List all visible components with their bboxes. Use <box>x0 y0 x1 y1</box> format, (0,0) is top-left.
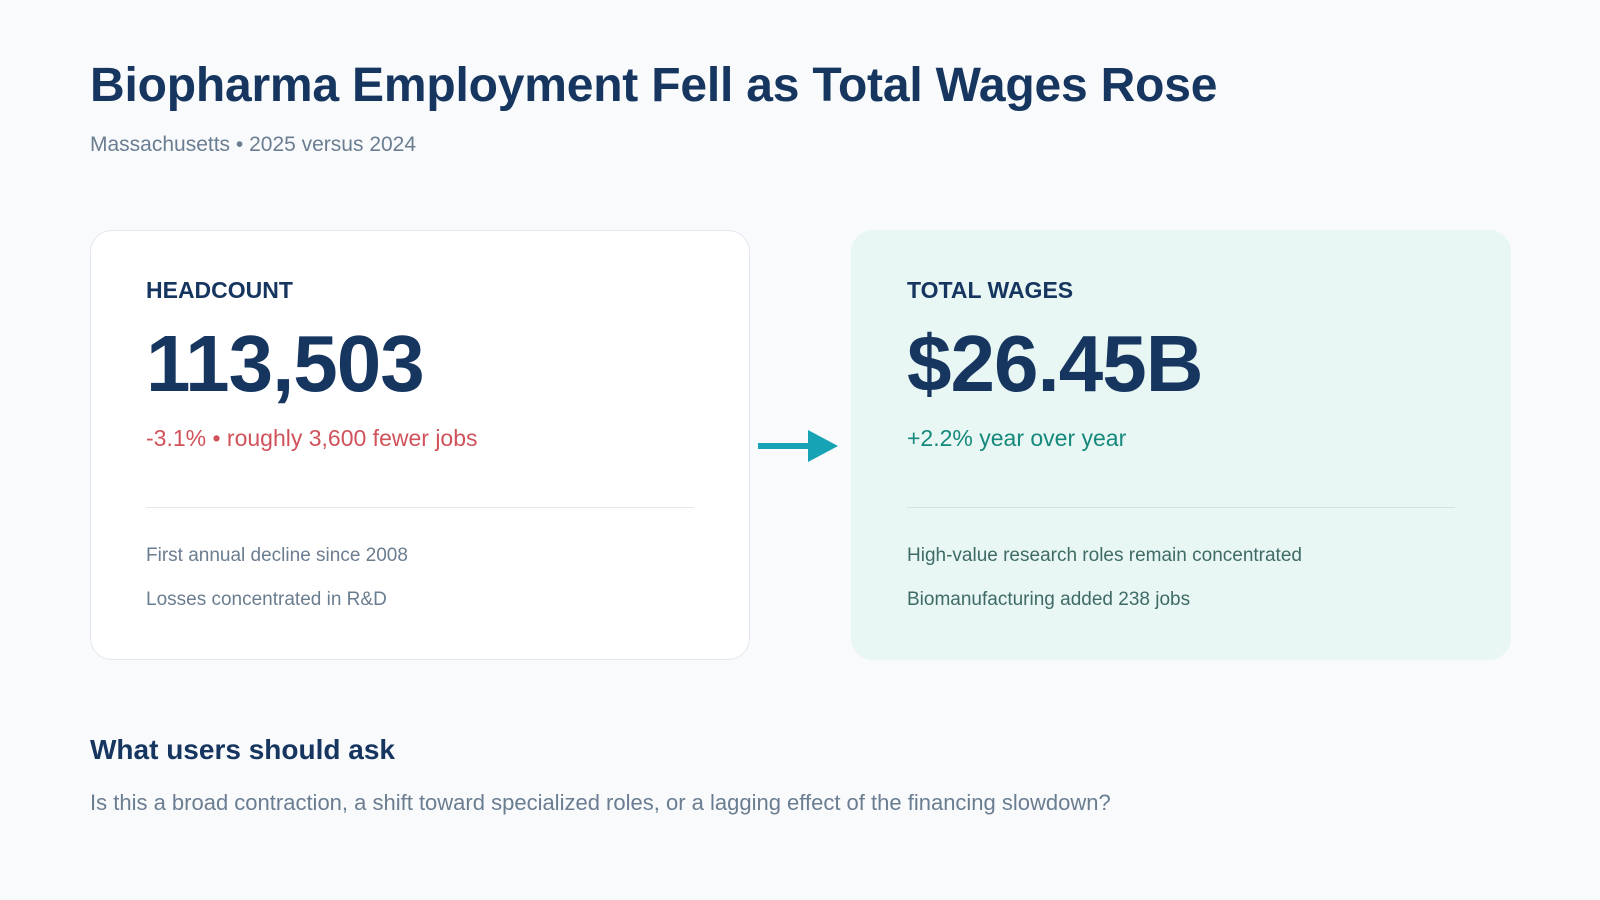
total-wages-value: $26.45B <box>907 319 1203 408</box>
headcount-divider <box>146 507 694 509</box>
headcount-label: HEADCOUNT <box>146 277 293 303</box>
question-body: Is this a broad contraction, a shift tow… <box>90 790 1111 815</box>
headcount-note-1: First annual decline since 2008 <box>146 545 408 567</box>
headcount-card: HEADCOUNT 113,503 -3.1% • roughly 3,600 … <box>90 230 750 660</box>
total-wages-card: TOTAL WAGES $26.45B +2.2% year over year… <box>851 230 1511 660</box>
arrow-shaft <box>758 443 816 449</box>
page-title: Biopharma Employment Fell as Total Wages… <box>90 59 1218 112</box>
total-wages-change: +2.2% year over year <box>907 425 1127 451</box>
headcount-note-2: Losses concentrated in R&D <box>146 589 387 611</box>
total-wages-label: TOTAL WAGES <box>907 277 1074 303</box>
arrow-head <box>808 430 838 462</box>
total-wages-note-1: High-value research roles remain concent… <box>907 545 1302 567</box>
total-wages-divider <box>907 507 1455 509</box>
page-subtitle: Massachusetts • 2025 versus 2024 <box>90 133 417 156</box>
headcount-value: 113,503 <box>146 319 425 408</box>
question-heading: What users should ask <box>90 734 395 765</box>
headcount-change: -3.1% • roughly 3,600 fewer jobs <box>146 425 478 451</box>
arrow-right-icon <box>758 430 838 462</box>
total-wages-note-2: Biomanufacturing added 238 jobs <box>907 589 1191 611</box>
